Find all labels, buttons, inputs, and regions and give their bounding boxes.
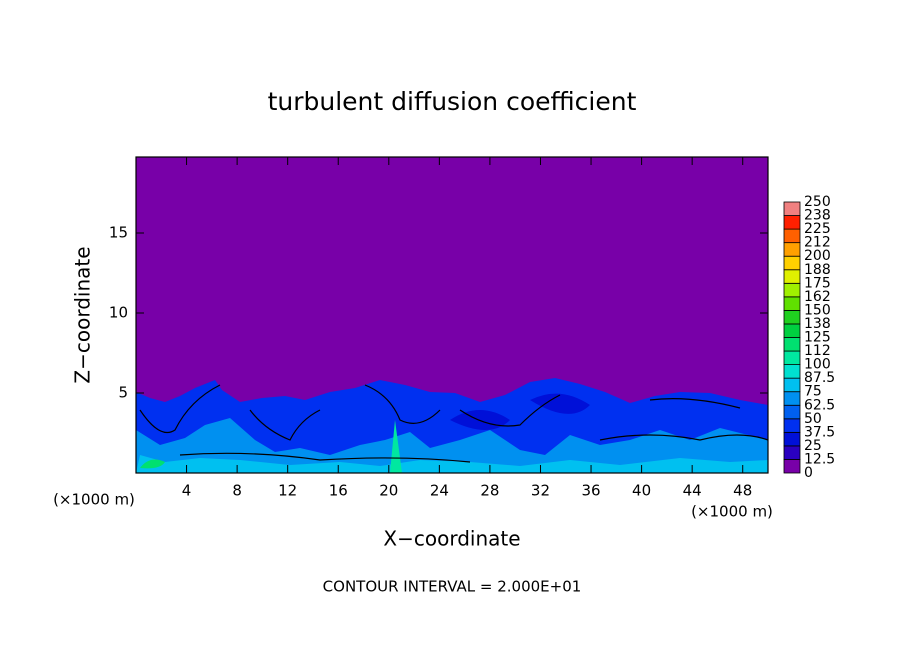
colorbar-label: 112 (804, 343, 831, 359)
colorbar-swatch (783, 215, 801, 230)
x-tick-label: 40 (632, 482, 651, 500)
colorbar-swatch (783, 269, 801, 284)
colorbar-label: 0 (804, 465, 813, 481)
colorbar-swatch (783, 364, 801, 379)
x-tick-label: 12 (278, 482, 297, 500)
colorbar-swatch (783, 282, 801, 298)
y-tick-label: 10 (109, 304, 128, 322)
colorbar-label: 138 (804, 316, 831, 332)
colorbar-label: 125 (804, 330, 831, 346)
colorbar-label: 238 (804, 208, 831, 224)
colorbar-swatch (783, 445, 801, 460)
colorbar-label: 200 (804, 248, 831, 264)
colorbar-swatch (783, 228, 801, 244)
colorbar-label: 12.5 (804, 451, 835, 467)
colorbar-swatch (783, 255, 801, 271)
contour-field (136, 157, 769, 473)
x-tick-label: 24 (430, 482, 449, 500)
colorbar-label: 212 (804, 235, 831, 251)
x-tick-label: 28 (480, 482, 499, 500)
x-unit-label: (×1000 m) (691, 503, 773, 521)
colorbar-swatch (783, 459, 801, 474)
colorbar-swatch (783, 404, 801, 420)
colorbar-label: 188 (804, 262, 831, 278)
x-tick-label: 4 (182, 482, 192, 500)
x-tick-label: 36 (581, 482, 600, 500)
y-axis-label: Z−coordinate (71, 246, 95, 383)
x-tick-label: 48 (733, 482, 752, 500)
colorbar-label: 87.5 (804, 370, 835, 386)
colorbar-swatch (783, 296, 801, 311)
x-tick-label: 8 (232, 482, 242, 500)
colorbar-label: 225 (804, 221, 831, 237)
colorbar-swatch (783, 201, 801, 216)
colorbar-swatch (783, 337, 801, 352)
colorbar-label: 37.5 (804, 424, 835, 440)
colorbar-label: 175 (804, 275, 831, 291)
annotation: CONTOUR INTERVAL = 2.000E+01 (323, 578, 582, 596)
chart-title: turbulent diffusion coefficient (268, 87, 637, 116)
colorbar-swatch (783, 391, 801, 406)
x-tick-label: 16 (329, 482, 348, 500)
x-unit-label: (×1000 m) (53, 491, 135, 509)
x-axis-label: X−coordinate (383, 527, 520, 551)
x-tick-label: 44 (683, 482, 702, 500)
colorbar-label: 25 (804, 438, 822, 454)
colorbar-label: 100 (804, 357, 831, 373)
y-tick-label: 5 (118, 384, 128, 402)
colorbar-label: 162 (804, 289, 831, 305)
colorbar-swatch (783, 418, 801, 433)
y-tick-label: 15 (109, 224, 128, 242)
colorbar-swatch (783, 323, 801, 338)
plot-frame (135, 156, 769, 474)
x-tick-label: 20 (379, 482, 398, 500)
colorbar-label: 50 (804, 411, 822, 427)
colorbar-label: 75 (804, 384, 822, 400)
colorbar-label: 150 (804, 302, 831, 318)
colorbar-swatch (783, 350, 801, 365)
x-tick-label: 32 (531, 482, 550, 500)
colorbar-swatch (783, 431, 801, 447)
colorbar-swatch (783, 242, 801, 257)
colorbar-swatch (783, 309, 801, 325)
colorbar-label: 250 (804, 194, 831, 210)
colorbar-swatch (783, 377, 801, 393)
colorbar-label: 62.5 (804, 397, 835, 413)
